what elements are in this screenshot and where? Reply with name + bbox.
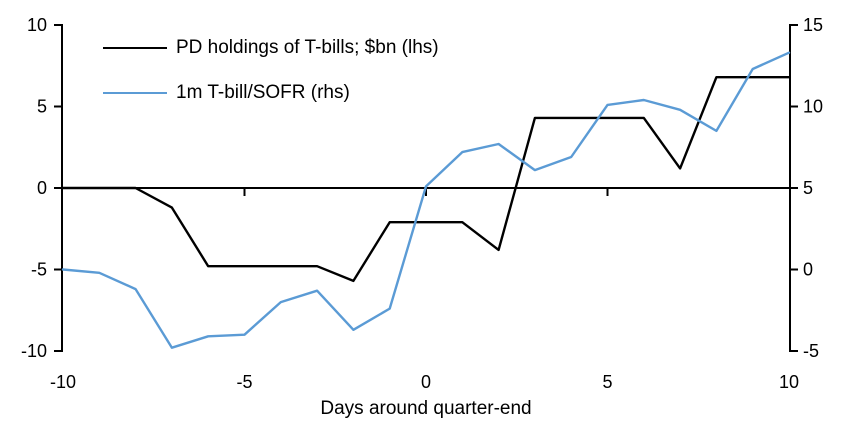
left-axis-tick-label: -5 [31,260,47,280]
legend-item-tbill-sofr: 1m T-bill/SOFR (rhs) [103,82,350,104]
right-axis-tick-label: -5 [803,341,819,361]
right-axis-tick-label: 10 [803,97,823,117]
right-axis-tick-label: 5 [803,178,813,198]
legend-label-pd-holdings: PD holdings of T-bills; $bn (lhs) [176,37,439,58]
legend-item-pd-holdings: PD holdings of T-bills; $bn (lhs) [103,37,439,59]
left-axis-tick-label: 5 [37,97,47,117]
series-line-tbill-sofr-spread [61,51,791,349]
x-axis-tick-label: 10 [779,372,799,392]
series-line-pd-holdings-tbills [61,75,791,283]
x-axis-tick-label: 0 [421,372,431,392]
x-axis-tick-label: -5 [236,372,252,392]
right-axis-tick-label: 0 [803,260,813,280]
legend-line-sample-black [103,46,167,50]
right-axis-tick-label: 15 [803,15,823,35]
legend-line-sample-blue [103,91,167,95]
left-axis-tick-label: 10 [27,15,47,35]
x-axis-tick-label: 5 [602,372,612,392]
left-axis-tick-label: -10 [21,341,47,361]
x-axis-title: Days around quarter-end [320,398,532,419]
left-axis-tick-label: 0 [37,178,47,198]
legend-label-tbill-sofr: 1m T-bill/SOFR (rhs) [176,82,350,103]
x-axis-tick-label: -10 [50,372,76,392]
